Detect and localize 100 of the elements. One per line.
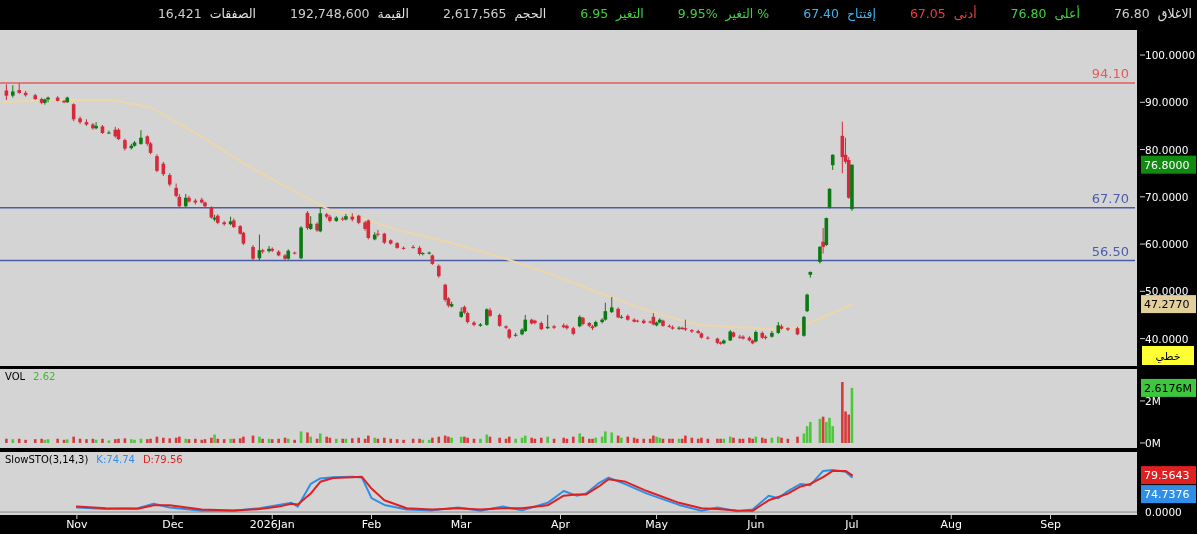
candlestick — [805, 293, 809, 313]
bar — [229, 438, 232, 443]
bar — [696, 438, 700, 443]
text: التغير — [615, 6, 644, 22]
ref-line-label: 94.10 — [1091, 65, 1129, 81]
text: 76.80 — [1010, 6, 1047, 21]
bar — [389, 438, 393, 443]
candlestick — [786, 326, 790, 332]
bar — [760, 437, 764, 443]
text: 6.95 — [580, 6, 609, 21]
bar — [479, 438, 482, 443]
bar — [668, 438, 671, 443]
text: 9.95% — [677, 6, 718, 21]
bar — [671, 438, 674, 443]
x-tick-label: Jul — [844, 518, 859, 531]
chart-title: VOL — [5, 371, 26, 382]
bar — [498, 437, 501, 443]
bar — [796, 436, 799, 443]
bar — [367, 435, 370, 443]
ref-line-label: 67.70 — [1091, 190, 1129, 206]
bar — [539, 437, 543, 443]
y-tick-label: 60.0000 — [1145, 238, 1189, 251]
text: إفتتاح — [847, 6, 876, 21]
bar — [357, 437, 361, 443]
text: خطي — [1155, 350, 1181, 363]
annotation: 2.62 — [33, 371, 56, 382]
bar — [463, 436, 466, 443]
bar — [418, 438, 421, 443]
text: 76.80 — [1113, 6, 1150, 21]
bar — [117, 438, 120, 443]
bar — [546, 436, 549, 443]
bar — [242, 436, 245, 443]
bar — [149, 438, 152, 443]
candlestick — [504, 324, 508, 330]
bar — [216, 438, 220, 443]
x-tick-label: Mar — [450, 518, 473, 531]
bar — [351, 438, 354, 443]
bar — [238, 438, 242, 443]
candlestick — [376, 229, 380, 238]
bar — [130, 439, 133, 443]
text: الصفقات — [209, 6, 257, 21]
bar — [168, 438, 172, 443]
bar — [277, 438, 280, 443]
bar — [562, 437, 565, 443]
bar — [828, 417, 831, 443]
bar — [309, 436, 312, 443]
bar — [825, 421, 828, 443]
text: أعلى — [1054, 5, 1080, 21]
x-tick-label: Apr — [550, 518, 571, 531]
bar — [604, 431, 607, 443]
text: التغير % — [724, 6, 770, 22]
x-tick-label: Sep — [1040, 518, 1061, 531]
bar — [341, 438, 344, 443]
text: الحجم — [514, 6, 547, 22]
candlestick — [741, 334, 745, 341]
text: 47.2770 — [1144, 298, 1190, 312]
bar — [5, 438, 8, 443]
bar — [751, 438, 754, 443]
bar — [716, 438, 719, 443]
text: D:79.56 — [142, 454, 183, 465]
bar — [530, 437, 533, 443]
bar — [588, 438, 591, 443]
bar — [162, 437, 165, 443]
bar — [421, 439, 425, 443]
bar — [85, 439, 88, 443]
x-tick-label: Nov — [66, 518, 89, 531]
y-tick-label: 40.0000 — [1145, 332, 1189, 345]
bar — [594, 437, 598, 443]
line-series — [2, 98, 853, 331]
bar — [642, 438, 646, 443]
text: الاغلاق — [1157, 6, 1192, 22]
bar — [101, 438, 104, 443]
bar — [776, 436, 780, 443]
bar — [24, 439, 27, 443]
chart-title: SlowSTO(3,14,3) — [5, 454, 89, 465]
x-tick-label: 2026Jan — [249, 518, 295, 531]
x-tick-label: Dec — [162, 518, 184, 531]
bar — [626, 436, 630, 443]
x-tick-label: Jun — [746, 518, 765, 531]
bar — [194, 438, 197, 443]
bar — [764, 438, 767, 443]
candlestick — [552, 324, 556, 330]
candlestick — [802, 315, 806, 338]
text: 192,748,600 — [290, 6, 370, 21]
text: القيمة — [377, 6, 409, 21]
x-tick-label: Aug — [940, 518, 962, 531]
bar — [56, 438, 59, 443]
bar — [636, 438, 639, 443]
bar — [841, 382, 844, 443]
bar — [72, 436, 75, 443]
text: أدنى — [953, 5, 977, 21]
bar — [306, 432, 309, 443]
candlestick — [139, 129, 143, 146]
bar — [133, 439, 136, 443]
text: 67.05 — [909, 6, 946, 21]
bar — [514, 438, 517, 443]
bar — [17, 438, 21, 443]
bar — [719, 438, 722, 443]
bar — [748, 437, 751, 443]
bar — [383, 437, 386, 443]
